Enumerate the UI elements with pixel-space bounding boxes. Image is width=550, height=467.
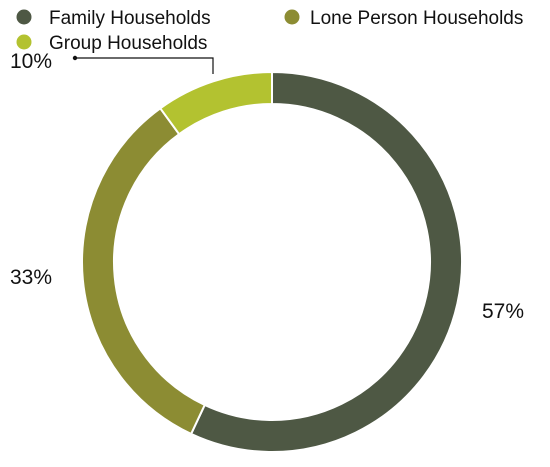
legend-label-lone-person: Lone Person Households	[310, 8, 523, 29]
donut-slice-family[interactable]	[189, 70, 463, 453]
legend: Family Households Lone Person Households…	[16, 8, 524, 54]
legend-item-lone-person[interactable]: Lone Person Households	[284, 8, 524, 29]
data-label-group: 10%	[10, 50, 52, 73]
legend-label-family: Family Households	[49, 8, 211, 29]
donut-slices	[81, 70, 463, 453]
legend-label-group: Group Households	[49, 33, 207, 54]
donut-slice-lone-person[interactable]	[81, 106, 207, 436]
legend-item-group[interactable]: Group Households	[16, 33, 208, 54]
legend-swatch-lone-person	[284, 9, 300, 25]
group-label-leader-line	[75, 57, 214, 74]
donut-slice-group[interactable]	[158, 70, 273, 136]
legend-swatch-group	[16, 34, 32, 50]
data-label-family: 57%	[482, 300, 524, 323]
group-label-leader-dot	[72, 55, 78, 61]
legend-item-family[interactable]: Family Households	[16, 8, 211, 29]
data-label-lone-person: 33%	[10, 266, 52, 289]
legend-swatch-family	[16, 9, 32, 25]
